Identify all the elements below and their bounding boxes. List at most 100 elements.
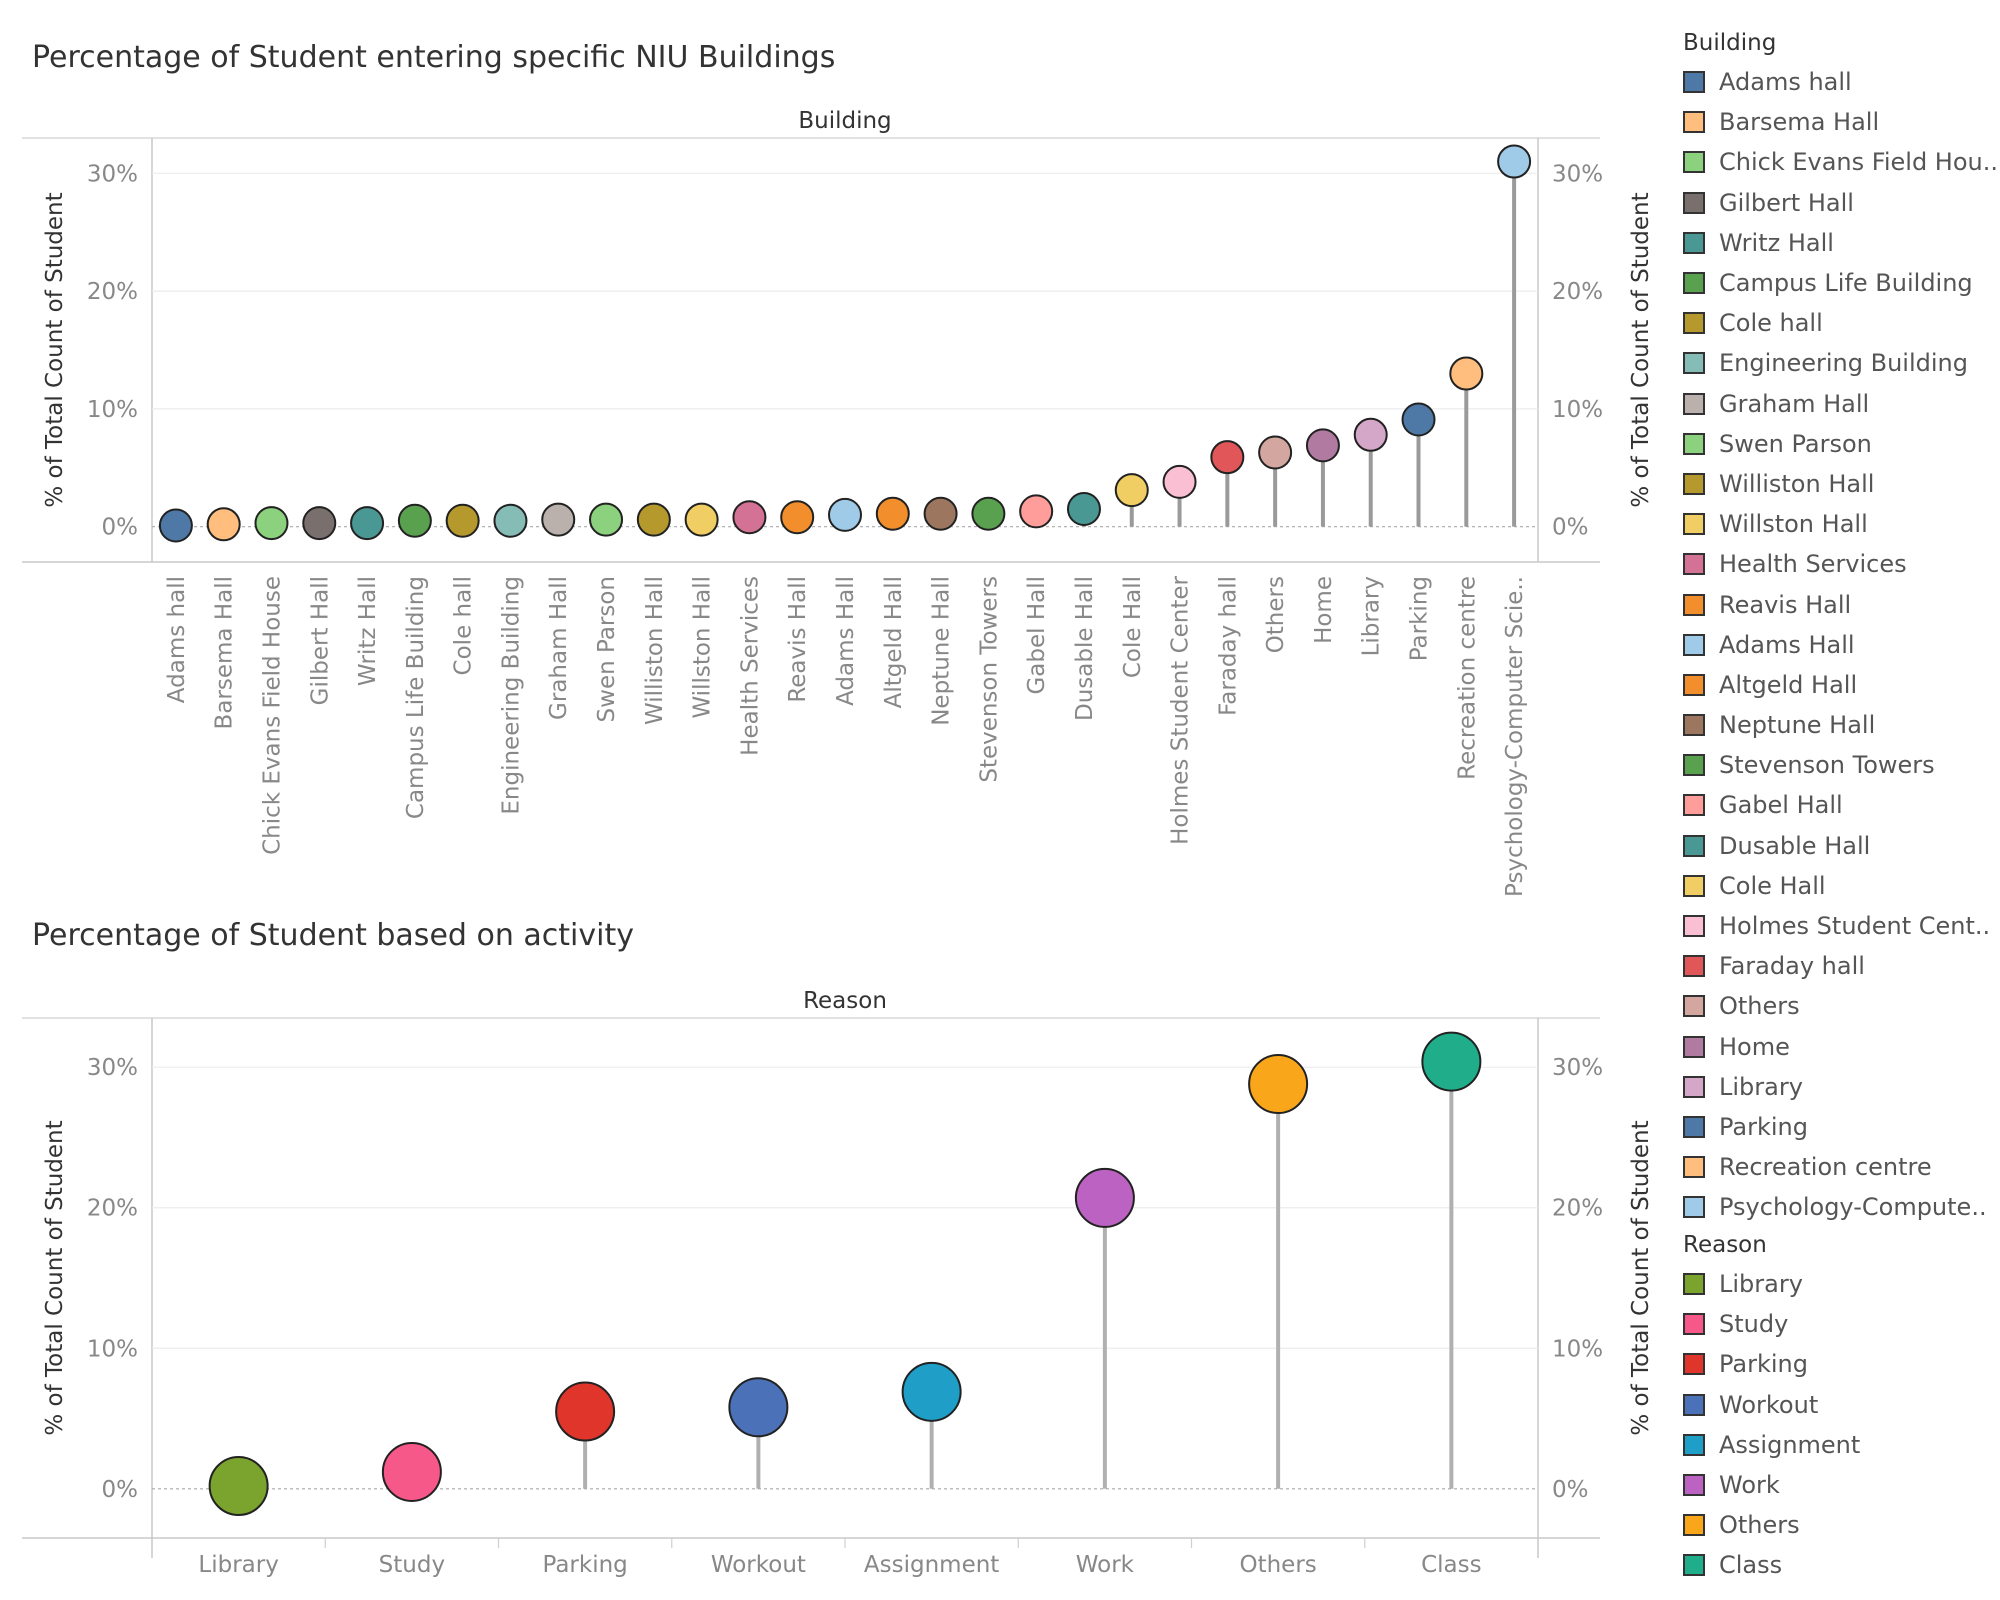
building-legend-label: Williston Hall [1719, 469, 1875, 498]
chart1-point [302, 506, 337, 541]
building-legend-label: Chick Evans Field Hou.. [1719, 148, 1998, 177]
building-legend-swatch [1683, 151, 1705, 174]
building-legend-label: Cole hall [1719, 309, 1823, 338]
chart1-point [875, 496, 910, 531]
building-legend-item[interactable]: Parking [1683, 1107, 2000, 1147]
building-legend-item[interactable]: Cole Hall [1683, 866, 2000, 906]
chart1-x-tick-label: Campus Life Building [403, 576, 429, 819]
chart1-point [1066, 492, 1101, 526]
reason-legend[interactable]: Reason Library Study Parking Workout Assignm… [1683, 1232, 1860, 1586]
chart1-x-tick-label: Reavis Hall [785, 576, 811, 703]
reason-legend-item[interactable]: Workout [1683, 1385, 1860, 1425]
chart2-y-tick-label-right: 0% [1552, 1477, 1589, 1503]
building-legend-item[interactable]: Others [1683, 986, 2000, 1026]
building-legend-item[interactable]: Neptune Hall [1683, 705, 2000, 745]
chart1-y-axis-title: % of Total Count of Student [42, 192, 68, 507]
building-legend-item[interactable]: Chick Evans Field Hou.. [1683, 142, 2000, 182]
chart1-y-tick-label: 0% [102, 515, 139, 541]
chart1-point [636, 502, 671, 537]
building-legend-item[interactable]: Health Services [1683, 544, 2000, 584]
chart1-y-tick-label-right: 0% [1552, 515, 1589, 541]
building-legend-item[interactable]: Adams hall [1683, 62, 2000, 102]
building-legend-swatch [1683, 71, 1705, 94]
chart2-point [901, 1361, 962, 1422]
chart1-point [1019, 494, 1054, 529]
building-legend-label: Others [1719, 992, 1800, 1021]
building-legend-item[interactable]: Holmes Student Cent.. [1683, 906, 2000, 946]
building-legend-item[interactable]: Home [1683, 1027, 2000, 1067]
building-legend-item[interactable]: Faraday hall [1683, 946, 2000, 986]
building-legend-swatch [1683, 231, 1705, 254]
chart2-y-tick-label-right: 30% [1552, 1055, 1603, 1081]
building-legend-label: Library [1719, 1072, 1803, 1101]
chart1-y-tick-label: 20% [87, 279, 138, 305]
building-legend-item[interactable]: Williston Hall [1683, 464, 2000, 504]
chart2-point [555, 1381, 616, 1442]
chart2-x-tick-label: Workout [711, 1552, 806, 1578]
chart1-point [589, 502, 624, 537]
building-legend-item[interactable]: Barsema Hall [1683, 102, 2000, 142]
reason-legend-label: Study [1719, 1310, 1789, 1339]
chart1-y-tick-label: 30% [87, 161, 138, 187]
reason-legend-swatch [1683, 1474, 1705, 1497]
reason-legend-item[interactable]: Work [1683, 1465, 1860, 1505]
building-legend[interactable]: Building Adams hall Barsema Hall Chick Eva… [1683, 30, 2000, 1232]
building-legend-item[interactable]: Library [1683, 1067, 2000, 1107]
chart2-point [728, 1377, 789, 1438]
chart2-y-tick-label-right: 10% [1552, 1336, 1603, 1362]
building-legend-swatch [1683, 272, 1705, 295]
building-legend-item[interactable]: Altgeld Hall [1683, 665, 2000, 705]
building-legend-label: Cole Hall [1719, 871, 1826, 900]
reason-legend-item[interactable]: Others [1683, 1505, 1860, 1545]
building-legend-item[interactable]: Adams Hall [1683, 625, 2000, 665]
chart1-x-tick-label: Holmes Student Center [1168, 575, 1194, 844]
building-legend-item[interactable]: Recreation centre [1683, 1147, 2000, 1187]
chart2-y-axis-title-right: % of Total Count of Student [1628, 1120, 1654, 1435]
reason-legend-swatch [1683, 1273, 1705, 1296]
chart1-x-tick-label: Adams hall [164, 576, 190, 703]
reason-legend-label: Others [1719, 1511, 1800, 1540]
building-legend-label: Psychology-Compute.. [1719, 1193, 1987, 1222]
reason-legend-item[interactable]: Class [1683, 1545, 1860, 1585]
reason-legend-swatch [1683, 1514, 1705, 1537]
building-legend-item[interactable]: Swen Parson [1683, 424, 2000, 464]
building-legend-item[interactable]: Gabel Hall [1683, 785, 2000, 825]
reason-legend-item[interactable]: Study [1683, 1304, 1860, 1344]
building-legend-item[interactable]: Reavis Hall [1683, 584, 2000, 624]
building-legend-item[interactable]: Dusable Hall [1683, 826, 2000, 866]
chart1-point [1353, 417, 1388, 452]
chart2-title: Percentage of Student based on activity [32, 918, 634, 953]
building-legend-item[interactable]: Engineering Building [1683, 343, 2000, 383]
reason-legend-label: Library [1719, 1270, 1803, 1299]
building-legend-swatch [1683, 513, 1705, 536]
building-legend-item[interactable]: Psychology-Compute.. [1683, 1187, 2000, 1227]
building-legend-swatch [1683, 915, 1705, 938]
building-legend-item[interactable]: Stevenson Towers [1683, 745, 2000, 785]
chart1-x-tick-label: Engineering Building [498, 576, 524, 815]
building-legend-item[interactable]: Graham Hall [1683, 384, 2000, 424]
reason-legend-list[interactable]: Library Study Parking Workout Assignment Work… [1683, 1264, 1860, 1586]
reason-legend-item[interactable]: Parking [1683, 1344, 1860, 1384]
reason-legend-title: Reason [1683, 1232, 1767, 1258]
chart2-x-tick-label: Class [1421, 1552, 1482, 1578]
chart1-point [158, 508, 193, 543]
building-legend-item[interactable]: Gilbert Hall [1683, 183, 2000, 223]
building-legend-list[interactable]: Adams hall Barsema Hall Chick Evans Field … [1683, 62, 2000, 1232]
building-legend-swatch [1683, 1156, 1705, 1179]
chart2-y-tick-label: 10% [87, 1336, 138, 1362]
building-legend-label: Altgeld Hall [1719, 670, 1858, 699]
building-legend-label: Campus Life Building [1719, 269, 1973, 298]
building-legend-item[interactable]: Writz Hall [1683, 223, 2000, 263]
chart1-x-tick-label: Dusable Hall [1072, 576, 1098, 721]
reason-legend-item[interactable]: Library [1683, 1264, 1860, 1304]
building-legend-item[interactable]: Willston Hall [1683, 504, 2000, 544]
building-legend-title: Building [1683, 30, 1777, 56]
building-legend-item[interactable]: Campus Life Building [1683, 263, 2000, 303]
reason-legend-item[interactable]: Assignment [1683, 1425, 1860, 1465]
chart1-point [1305, 428, 1340, 463]
building-legend-swatch [1683, 874, 1705, 897]
chart1-point [445, 503, 480, 538]
building-legend-item[interactable]: Cole hall [1683, 303, 2000, 343]
reason-legend-label: Parking [1719, 1350, 1808, 1379]
chart2-x-tick-label: Work [1076, 1552, 1135, 1578]
